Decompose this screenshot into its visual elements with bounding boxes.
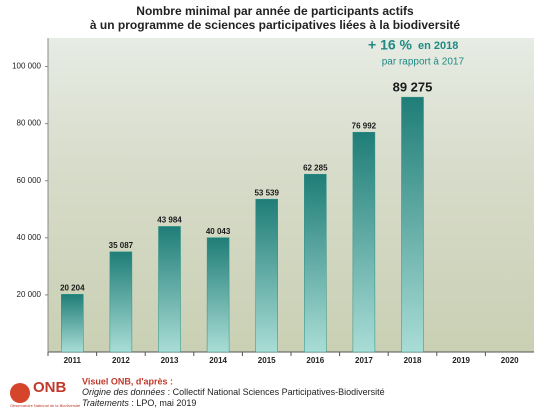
x-tick-label: 2016: [306, 356, 324, 365]
value-label: 76 992: [352, 121, 377, 130]
value-label: 89 275: [393, 80, 433, 95]
y-tick-label: 40 000: [17, 233, 42, 242]
annotation: + 16 %: [368, 37, 413, 53]
value-label: 20 204: [60, 283, 85, 292]
x-tick-label: 2012: [112, 356, 130, 365]
footer-label: Origine des données: [82, 387, 166, 397]
chart-title: à un programme de sciences participative…: [90, 18, 460, 32]
footer-source: Origine des données : Collectif National…: [82, 387, 385, 397]
y-tick-label: 20 000: [17, 290, 42, 299]
footer-text: : LPO, mai 2019: [129, 398, 197, 408]
x-tick-label: 2015: [258, 356, 276, 365]
footer-processing: Traitements : LPO, mai 2019: [82, 398, 196, 408]
x-tick-label: 2011: [64, 356, 82, 365]
logo-mark: [10, 383, 30, 403]
x-tick-label: 2020: [501, 356, 519, 365]
x-tick-label: 2013: [161, 356, 179, 365]
x-tick-label: 2014: [209, 356, 227, 365]
x-tick-label: 2018: [404, 356, 422, 365]
bar: [61, 294, 84, 353]
bar: [352, 131, 376, 353]
footer-credit: Visuel ONB, d'après :: [82, 376, 173, 386]
annotation: en 2018: [418, 40, 458, 52]
value-label: 53 539: [254, 188, 279, 197]
logo-subtitle: Observatoire National de la Biodiversité: [10, 403, 81, 408]
logo: ONB Observatoire National de la Biodiver…: [10, 379, 81, 408]
value-label: 35 087: [109, 241, 134, 250]
y-tick-label: 60 000: [17, 176, 42, 185]
bar: [158, 226, 181, 353]
value-label: 43 984: [157, 216, 182, 225]
bar: [401, 96, 424, 353]
x-tick-label: 2019: [452, 356, 470, 365]
bar: [109, 251, 133, 353]
chart-title: Nombre minimal par année de participants…: [136, 4, 414, 18]
bar: [255, 198, 278, 353]
y-tick-label: 100 000: [12, 62, 41, 71]
y-tick-label: 80 000: [17, 119, 42, 128]
footer-text: : Collectif National Sciences Participat…: [165, 387, 385, 397]
annotation: par rapport à 2017: [382, 57, 465, 68]
logo-name: ONB: [33, 379, 67, 396]
footer-label: Traitements: [82, 398, 129, 408]
bar: [304, 173, 327, 353]
bar: [206, 237, 230, 353]
value-label: 62 285: [303, 163, 328, 172]
x-tick-label: 2017: [355, 356, 373, 365]
value-label: 40 043: [206, 227, 231, 236]
